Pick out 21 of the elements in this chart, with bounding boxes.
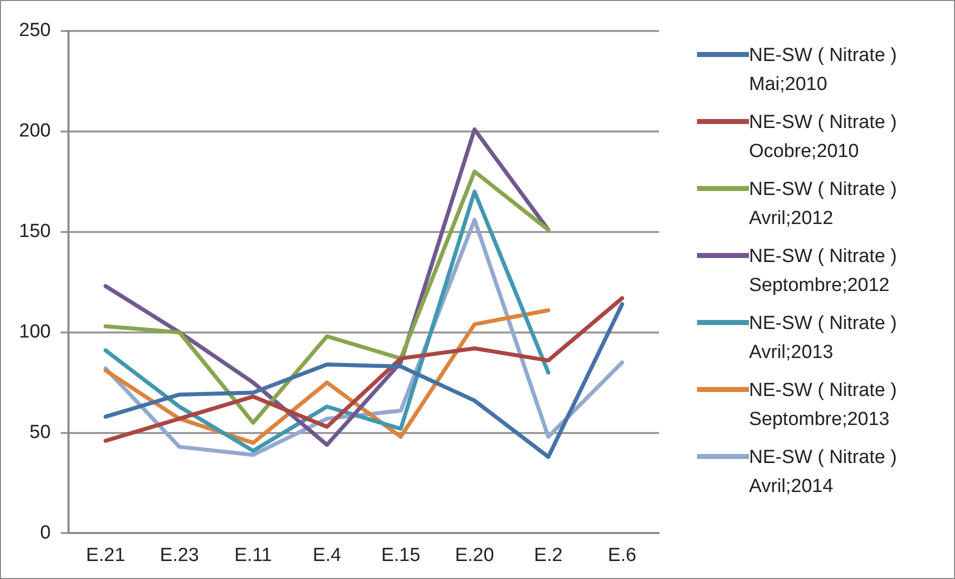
legend-label: NE-SW ( Nitrate ) Mai;2010 xyxy=(749,44,898,97)
y-tick-label: 250 xyxy=(19,20,51,42)
legend-label: NE-SW ( Nitrate ) Avril;2014 xyxy=(749,446,898,499)
y-tick-label: 0 xyxy=(40,522,51,544)
x-tick-label: E.23 xyxy=(160,544,199,566)
legend-label: NE-SW ( Nitrate ) Septombre;2013 xyxy=(749,379,898,432)
y-tick-label: 150 xyxy=(19,221,51,242)
x-tick-label: E.11 xyxy=(234,544,272,566)
x-tick-label: E.21 xyxy=(86,544,126,566)
legend-label: NE-SW ( Nitrate ) Avril;2013 xyxy=(749,312,898,365)
x-tick-label: E.15 xyxy=(381,544,420,566)
y-tick-label: 100 xyxy=(19,322,51,343)
y-tick-label: 200 xyxy=(19,120,51,142)
y-tick-label: 50 xyxy=(30,422,51,443)
x-tick-label: E.4 xyxy=(312,544,342,566)
x-tick-label: E.6 xyxy=(608,544,636,566)
x-tick-label: E.2 xyxy=(534,544,563,566)
x-tick-label: E.20 xyxy=(454,544,494,566)
legend-label: NE-SW ( Nitrate ) Avril;2012 xyxy=(749,178,898,231)
legend-label: NE-SW ( Nitrate ) Ocobre;2010 xyxy=(749,111,898,164)
legend-label: NE-SW ( Nitrate ) Septombre;2012 xyxy=(749,245,898,298)
